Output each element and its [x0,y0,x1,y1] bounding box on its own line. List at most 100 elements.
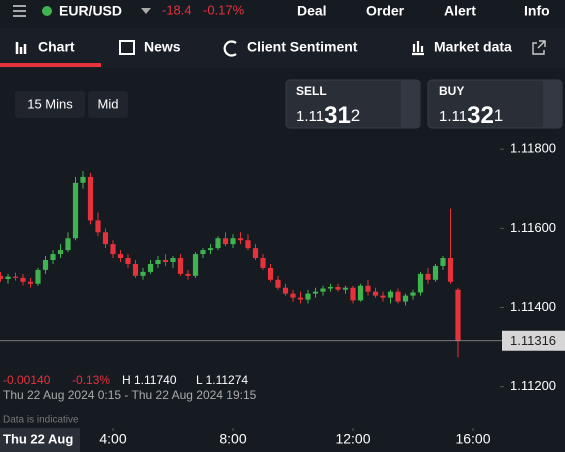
candle-body [447,258,454,282]
tab-chart[interactable]: Chart [38,39,75,55]
y-tick-label: 1.11400 [510,299,556,314]
candle-body [192,254,199,276]
candle-body [42,260,49,270]
candle-body [267,267,274,280]
symbol[interactable]: EUR/USD [59,3,122,19]
candle-body [305,293,311,300]
interval-button[interactable] [15,91,85,118]
date-label-box [0,428,80,452]
external-link-icon [532,40,546,55]
candle-body [65,238,71,251]
sell-suffix: 2 [351,106,360,125]
candle-body [432,265,439,280]
candle-body [455,289,461,341]
buy-price: 1.11321 [439,102,503,129]
candle-body [87,176,94,221]
candle-body [395,291,401,302]
menu-order[interactable]: Order [366,3,405,19]
price-type-button[interactable] [88,91,128,118]
candle-body [35,269,41,284]
candle-body [50,254,56,260]
sell-price: 1.11312 [296,102,360,129]
candle-body [95,220,101,233]
candle-body [200,250,206,255]
x-tick-label: 4:00 [99,431,126,447]
y-tick-label: 1.11800 [510,141,556,156]
candle-body [372,291,379,296]
candle-body [207,248,214,251]
sell-prefix: 1.11 [296,108,324,125]
candle-body [237,238,244,241]
candle-body [215,238,221,249]
y-tick-label: 1.11200 [510,378,556,393]
sell-button[interactable] [285,79,421,129]
candle-body [365,285,371,292]
status-dot [42,6,52,16]
candle-body [27,281,34,284]
current-price-box [502,330,565,351]
sentiment-icon [223,40,237,57]
active-tab-indicator [0,63,101,67]
buy-button[interactable] [427,79,563,129]
candle-body [387,291,394,298]
candle-body [170,258,176,262]
sell-strip [401,81,419,127]
x-tick-label: 16:00 [455,431,490,447]
candle-body [260,258,266,268]
x-tick-label: 8:00 [219,431,246,447]
market-icon [412,41,424,56]
candle-body [222,238,229,245]
candle-body [312,291,319,294]
interval-label: 15 Mins [27,96,73,111]
tab-market-data[interactable]: Market data [434,39,512,55]
buy-strip [543,81,561,127]
stat-high: H 1.11740 [122,373,177,387]
candle-body [12,276,19,278]
caret[interactable] [141,8,151,14]
change-pct: -0.17% [203,2,245,17]
buy-prefix: 1.11 [439,108,467,125]
candle-body [20,277,26,282]
tab-sentiment[interactable]: Client Sentiment [247,39,358,55]
plot: 1.11800 1.11600 1.11400 1.11200 4:00 8:00 12:0… [0,141,565,447]
candle-body [402,295,409,302]
y-tick-label: 1.11600 [510,220,556,235]
news-icon [119,40,135,55]
menu-alert[interactable]: Alert [444,3,476,19]
menu-info[interactable]: Info [524,3,550,19]
buy-main: 32 [467,102,494,129]
menu-deal[interactable]: Deal [297,3,327,19]
candle-body [230,238,236,245]
candle-body [125,258,131,264]
sell-label: SELL [296,84,327,98]
candle-body [342,287,349,290]
candle-body [275,279,281,288]
candle-body [80,176,86,183]
date-label: Thu 22 Aug [3,431,73,446]
candle-body [162,260,169,262]
candle-body [417,273,424,293]
candle-body [185,273,191,276]
candle-body [155,260,161,264]
candle-body [117,254,124,259]
change: -18.4 [162,2,192,17]
candle-body [350,287,356,301]
candle-body [252,248,259,259]
candle-body [290,293,296,298]
stat-range: Thu 22 Aug 2024 0:15 - Thu 22 Aug 2024 1… [3,388,257,402]
candle-body [72,182,79,239]
candle-body [57,250,64,255]
x-tick-label: 12:00 [335,431,370,447]
candle-body [335,286,341,290]
candle-body [0,275,4,279]
tab-news[interactable]: News [144,39,181,55]
candle-body [320,288,326,292]
candle-body [282,287,289,294]
candle-body [245,240,251,249]
candle-body [297,297,304,300]
price-type-label: Mid [98,96,119,111]
candle-body [425,273,431,280]
